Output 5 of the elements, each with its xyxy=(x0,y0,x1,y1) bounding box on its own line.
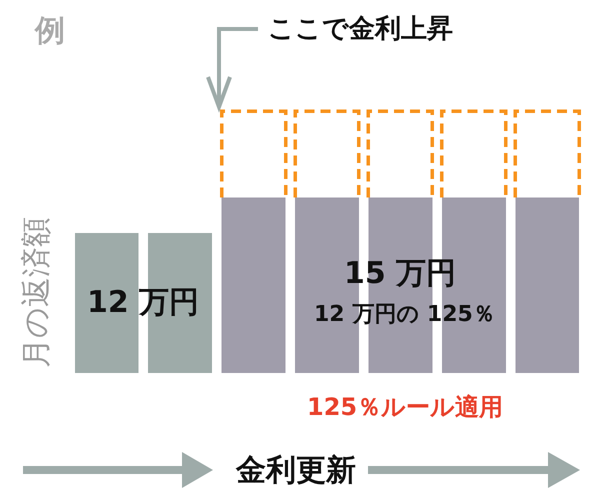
y-axis-title: 月の返済額 xyxy=(19,217,54,368)
text: ここで金利上昇 xyxy=(268,14,453,44)
x-axis-title: 金利更新 xyxy=(235,453,356,488)
text: 125％ルール適用 xyxy=(307,393,504,421)
chart-title: 例 xyxy=(34,14,65,48)
